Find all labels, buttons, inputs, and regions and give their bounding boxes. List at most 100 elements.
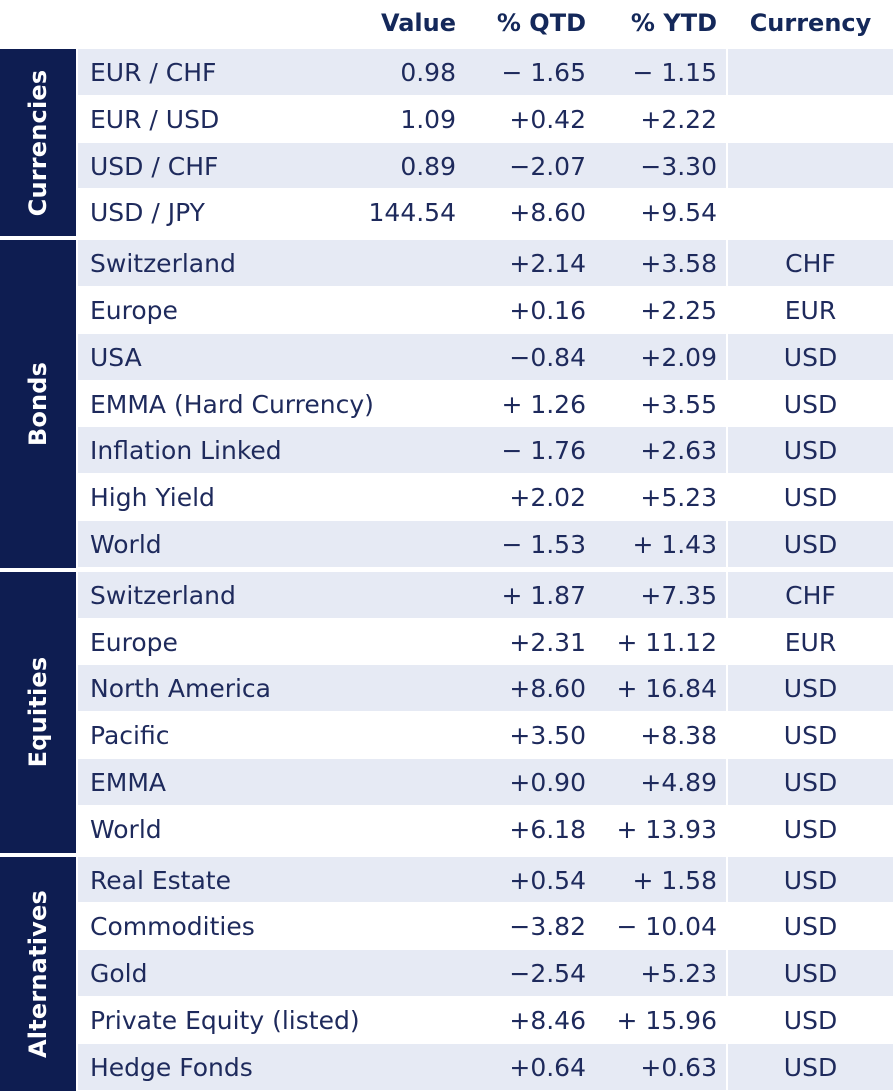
group-label: Alternatives [24,889,52,1058]
group-label: Currencies [24,69,52,216]
column-divider [726,996,728,1043]
row-qtd: +2.31 [509,627,586,657]
row-ytd: +7.35 [640,580,717,610]
row-qtd: +6.18 [509,814,586,844]
row-name: Commodities [90,912,255,942]
column-divider [726,286,728,333]
row-ytd: + 13.93 [616,814,717,844]
row-currency: USD [783,483,838,513]
row-qtd: −2.07 [509,151,586,181]
row-currency: CHF [785,249,836,279]
row-value [300,572,456,618]
group-alternatives: Alternatives Real Estate +0.54 + 1.58 USD Com… [0,856,893,1091]
row-currency: USD [783,389,838,419]
row-ytd: + 11.12 [616,627,717,657]
row-qtd: − 1.53 [501,529,586,559]
row-name: Pacific [90,721,170,751]
row-name: EMMA (Hard Currency) [90,389,374,419]
table-row: EMMA (Hard Currency) + 1.26 +3.55 USD [78,380,893,427]
table-row: Europe +0.16 +2.25 EUR [78,286,893,333]
row-name: Gold [90,959,148,989]
row-name: High Yield [90,483,215,513]
row-name: USD / JPY [90,198,205,228]
row-currency: USD [783,529,838,559]
table-row: World − 1.53 + 1.43 USD [78,520,893,567]
row-qtd: + 1.87 [501,580,586,610]
row-currency: USD [783,674,838,704]
row-name: EMMA [90,767,167,797]
row-ytd: + 15.96 [616,1005,717,1035]
column-divider [726,49,728,95]
row-ytd: +2.22 [640,104,717,134]
row-currency: USD [783,959,838,989]
row-value [300,381,456,427]
row-currency: EUR [784,627,837,657]
group-equities: Equities Switzerland + 1.87 +7.35 CHF Europe +… [0,571,893,853]
row-qtd: +0.90 [509,767,586,797]
row-value [300,903,456,949]
row-currency: USD [783,1052,838,1082]
table-row: Gold −2.54 +5.23 USD [78,950,893,996]
row-currency: USD [783,1005,838,1035]
row-name: North America [90,674,271,704]
row-value [300,474,456,520]
row-qtd: +2.14 [509,249,586,279]
table-row: North America +8.60 + 16.84 USD [78,665,893,712]
row-currency [728,143,893,189]
row-qtd: −0.84 [509,342,586,372]
row-ytd: +9.54 [640,198,717,228]
row-value: 1.09 [400,104,456,134]
column-divider [726,240,728,286]
row-value [300,287,456,333]
table-row: Private Equity (listed) +8.46 + 15.96 USD [78,996,893,1043]
column-divider [726,805,728,852]
row-value: 0.98 [400,58,456,87]
row-qtd: +3.50 [509,721,586,751]
header-currency: Currency [749,9,872,37]
row-qtd: +0.54 [509,865,586,895]
row-value [300,950,456,996]
row-currency: USD [783,721,838,751]
row-value [300,240,456,286]
table-row: USD / CHF 0.89 −2.07 −3.30 [78,142,893,189]
row-currency: USD [783,814,838,844]
column-divider [726,427,728,474]
row-name: Switzerland [90,249,236,279]
row-ytd: −3.30 [640,151,717,181]
table-row: EMMA +0.90 +4.89 USD [78,758,893,805]
row-ytd: +0.63 [640,1052,717,1082]
row-name: Real Estate [90,865,231,895]
column-divider [726,520,728,567]
group-bonds: Bonds Switzerland +2.14 +3.58 CHF Europe +0.16… [0,240,893,568]
row-name: Hedge Fonds [90,1052,253,1082]
column-divider [726,758,728,805]
row-currency: USD [783,865,838,895]
row-value [300,759,456,805]
column-divider [726,142,728,189]
table-header: Value % QTD % YTD Currency [0,0,893,47]
row-ytd: − 10.04 [616,912,717,942]
row-currency: USD [783,342,838,372]
row-name: EUR / USD [90,104,220,134]
row-ytd: − 1.15 [632,58,717,87]
column-divider [726,571,728,618]
row-qtd: +8.46 [509,1005,586,1035]
column-divider [726,950,728,996]
table-row: Real Estate +0.54 + 1.58 USD [78,856,893,903]
group-currencies: Currencies EUR / CHF 0.98− 1.65− 1.15 EUR /… [0,49,893,237]
row-qtd: +0.16 [509,295,586,325]
column-divider [726,380,728,427]
column-divider [726,712,728,758]
group-label-bar: Bonds [0,240,76,568]
row-name: Inflation Linked [90,436,282,466]
group-label-bar: Currencies [0,49,76,237]
row-value [300,334,456,380]
table-row: High Yield +2.02 +5.23 USD [78,474,893,520]
row-ytd: +3.55 [640,389,717,419]
header-qtd: % QTD [496,9,586,37]
row-ytd: +2.25 [640,295,717,325]
column-divider [726,95,728,142]
table-row: Commodities −3.82 − 10.04 USD [78,903,893,950]
row-currency: USD [783,912,838,942]
